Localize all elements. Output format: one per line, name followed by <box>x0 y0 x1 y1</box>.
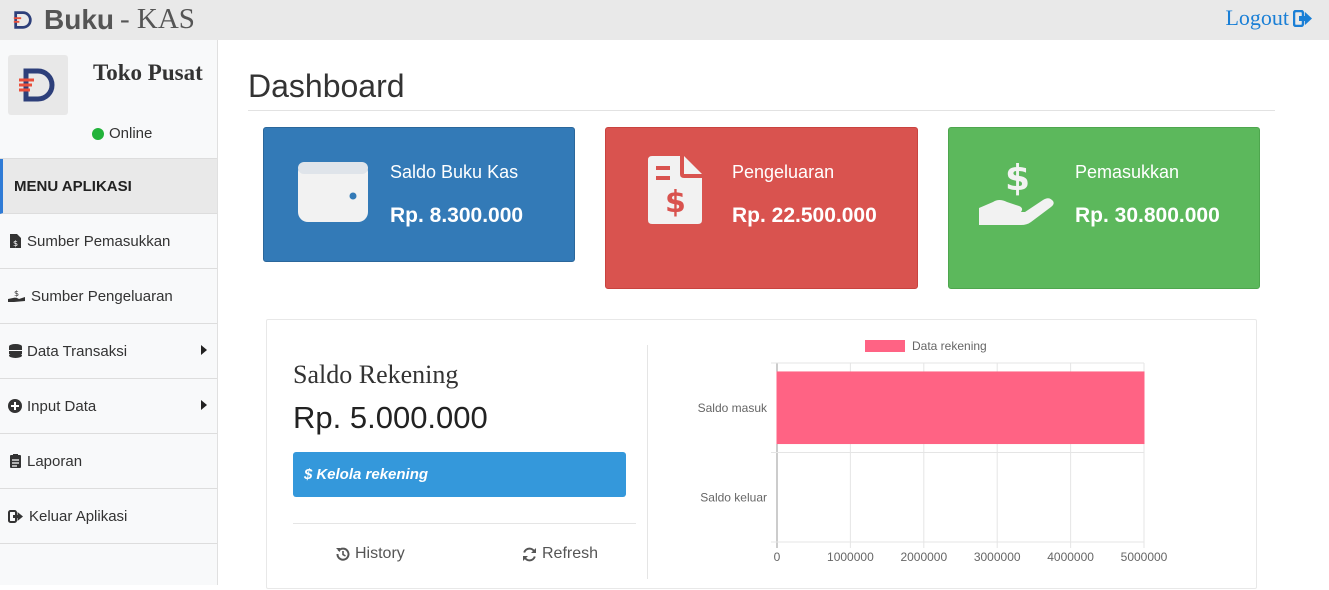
plus-circle-icon <box>8 398 22 414</box>
x-tick-label: 4000000 <box>1047 550 1094 564</box>
x-tick-label: 5000000 <box>1121 550 1168 564</box>
legend-label: Data rekening <box>912 339 987 353</box>
saldo-rekening-panel: Saldo Rekening Rp. 5.000.000 $ Kelola re… <box>266 319 1257 589</box>
svg-text:$: $ <box>14 289 19 298</box>
rekening-bar-chart: 0 1000000 2000000 3000000 4000000 5000000 Sald… <box>698 339 1168 564</box>
saldo-buku-kas-card[interactable]: Saldo Buku Kas Rp. 8.300.000 <box>263 127 575 262</box>
hand-dollar-icon: $ <box>8 288 26 304</box>
invoice-dollar-icon: $ <box>648 156 702 224</box>
pemasukkan-card[interactable]: $ Pemasukkan Rp. 30.800.000 <box>948 127 1260 289</box>
kelola-rekening-button[interactable]: $ Kelola rekening <box>293 452 626 497</box>
sidebar-item-label: Sumber Pengeluaran <box>31 287 173 305</box>
svg-text:$: $ <box>665 185 686 220</box>
file-invoice-icon: $ <box>8 233 22 249</box>
title-divider <box>248 110 1275 111</box>
card-value: Rp. 30.800.000 <box>1075 204 1220 227</box>
x-tick-label: 1000000 <box>827 550 874 564</box>
avatar <box>8 55 68 115</box>
app-logo-icon <box>13 10 32 29</box>
history-icon <box>336 547 350 561</box>
button-divider <box>293 523 636 524</box>
refresh-button[interactable]: Refresh <box>522 545 598 563</box>
online-status-dot-icon <box>92 127 104 140</box>
card-label: Pemasukkan <box>1075 162 1180 182</box>
pengeluaran-card[interactable]: $ Pengeluaran Rp. 22.500.000 <box>605 127 918 289</box>
logout-button[interactable]: Logout <box>1225 5 1313 31</box>
sign-out-icon <box>1293 9 1312 27</box>
clipboard-icon <box>8 453 22 469</box>
history-button[interactable]: History <box>336 545 405 563</box>
kelola-rekening-label: Kelola rekening <box>316 466 429 483</box>
history-label: History <box>355 545 405 562</box>
sidebar-item-input-data[interactable]: Input Data <box>0 379 217 434</box>
caret-right-icon <box>201 345 207 355</box>
card-value: Rp. 8.300.000 <box>390 204 524 227</box>
sidebar-item-sumber-pemasukkan[interactable]: $ Sumber Pemasukkan <box>0 214 217 269</box>
x-tick-label: 3000000 <box>974 550 1021 564</box>
user-status: Online <box>92 125 152 142</box>
sign-out-icon <box>8 508 24 524</box>
brand-name: Buku <box>44 3 114 35</box>
x-tick-label: 0 <box>774 550 781 564</box>
svg-text:$: $ <box>13 239 18 248</box>
saldo-rekening-title: Saldo Rekening <box>293 360 459 389</box>
saldo-rekening-value: Rp. 5.000.000 <box>293 400 488 435</box>
user-panel: Toko Pusat Online <box>0 40 217 159</box>
y-tick-label: Saldo keluar <box>700 490 767 504</box>
sidebar: Toko Pusat Online MENU APLIKASI $ Sumber… <box>0 40 218 585</box>
sidebar-item-keluar-aplikasi[interactable]: Keluar Aplikasi <box>0 489 217 544</box>
bar <box>776 371 1145 445</box>
wallet-icon <box>298 162 368 222</box>
caret-right-icon <box>201 400 207 410</box>
main-content: Dashboard Saldo Buku Kas Rp. 8.300.000 $… <box>218 40 1329 589</box>
top-navbar: Buku - KAS Logout <box>0 0 1329 40</box>
panel-divider <box>647 345 648 579</box>
svg-text:$: $ <box>1005 158 1030 199</box>
user-avatar-logo-icon <box>19 68 55 102</box>
database-icon <box>8 343 22 359</box>
dollar-icon: $ <box>304 466 313 483</box>
sidebar-item-label: Sumber Pemasukkan <box>27 232 171 250</box>
menu-header: MENU APLIKASI <box>0 159 217 214</box>
user-name: Toko Pusat <box>93 60 203 85</box>
brand[interactable]: Buku - KAS <box>12 3 195 36</box>
logout-label: Logout <box>1225 5 1289 30</box>
refresh-label: Refresh <box>542 545 599 562</box>
sidebar-item-label: Data Transaksi <box>27 342 128 360</box>
user-status-label: Online <box>109 125 153 142</box>
sidebar-item-laporan[interactable]: Laporan <box>0 434 217 489</box>
sidebar-item-data-transaksi[interactable]: Data Transaksi <box>0 324 217 379</box>
refresh-icon <box>523 547 536 561</box>
sidebar-item-label: Keluar Aplikasi <box>29 507 128 525</box>
sidebar-item-sumber-pengeluaran[interactable]: $ Sumber Pengeluaran <box>0 269 217 324</box>
card-label: Saldo Buku Kas <box>390 162 519 182</box>
sidebar-item-label: Input Data <box>27 397 97 415</box>
hand-holding-dollar-icon: $ <box>979 158 1054 225</box>
page-title: Dashboard <box>248 68 405 104</box>
sidebar-item-label: Laporan <box>27 452 83 470</box>
legend-swatch <box>865 340 905 352</box>
brand-suffix: - KAS <box>120 3 195 35</box>
y-tick-label: Saldo masuk <box>698 401 768 415</box>
card-value: Rp. 22.500.000 <box>732 204 877 227</box>
card-label: Pengeluaran <box>732 162 835 182</box>
x-tick-label: 2000000 <box>900 550 947 564</box>
